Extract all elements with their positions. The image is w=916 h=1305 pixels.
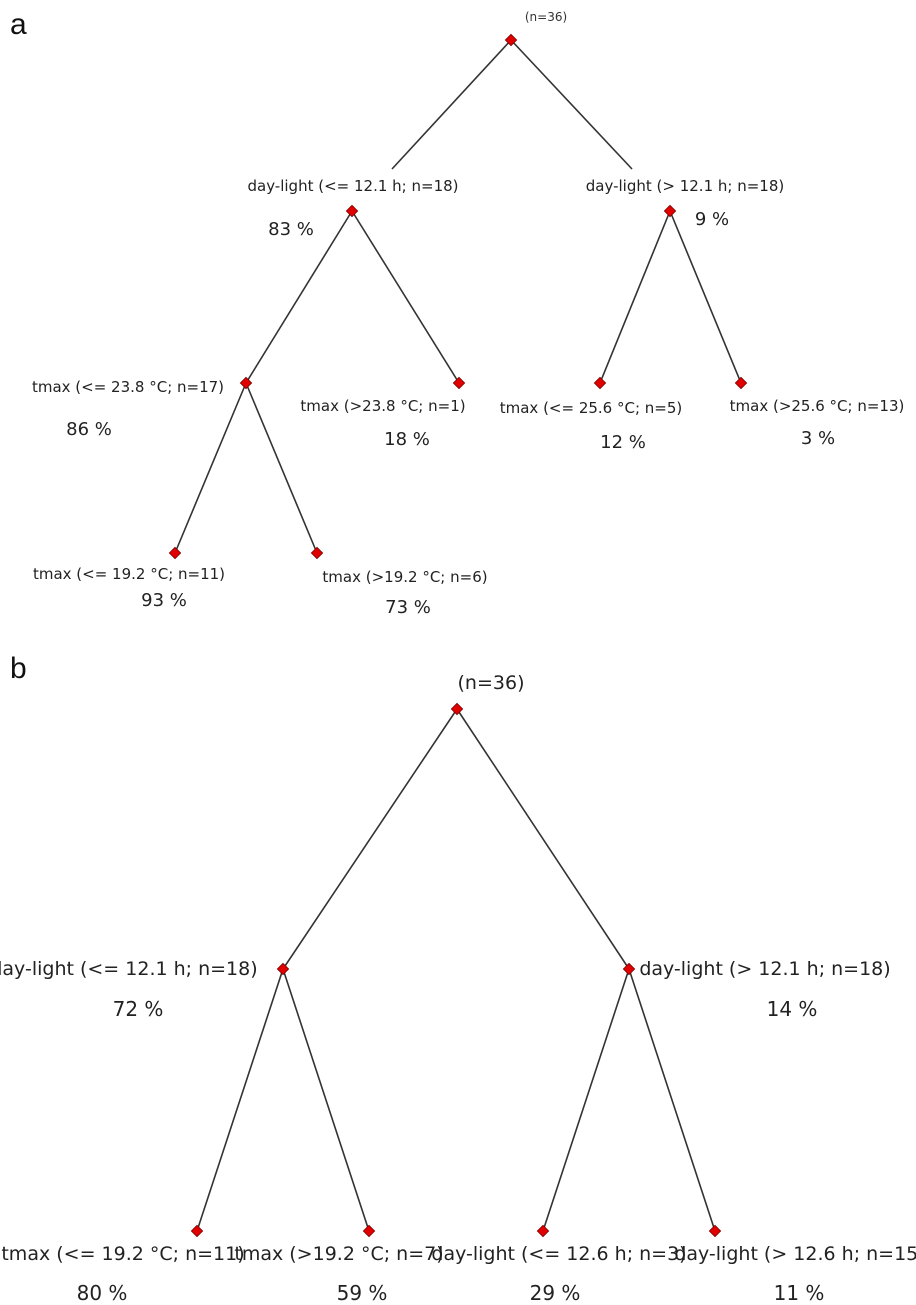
tree-node xyxy=(276,962,290,976)
node-percent: 59 % xyxy=(336,1281,388,1305)
edge xyxy=(599,210,671,384)
node-percent: 11 % xyxy=(773,1281,825,1305)
panel-label-b: b xyxy=(10,652,27,685)
tree-node xyxy=(450,702,464,716)
node-percent: 93 % xyxy=(141,590,187,611)
edge xyxy=(456,708,630,970)
node-percent: 29 % xyxy=(529,1281,581,1305)
node-label: tmax (<= 19.2 °C; n=11) xyxy=(32,565,226,583)
node-label: tmax (<= 19.2 °C; n=11) xyxy=(1,1243,245,1265)
tree-node xyxy=(622,962,636,976)
node-label: day-light (<= 12.6 h; n=3) xyxy=(431,1243,687,1265)
node-percent: 18 % xyxy=(384,429,430,450)
tree-node xyxy=(504,33,518,47)
node-label: tmax (<= 25.6 °C; n=5) xyxy=(499,399,683,417)
node-percent: 83 % xyxy=(268,219,314,240)
tree-node xyxy=(663,204,677,218)
edge xyxy=(196,968,284,1232)
tree-node xyxy=(708,1224,722,1238)
edge xyxy=(628,968,716,1232)
node-label: day-light (> 12.1 h; n=18) xyxy=(639,958,891,980)
tree-node xyxy=(310,546,324,560)
edge xyxy=(542,968,630,1232)
node-label: tmax (>19.2 °C; n=7) xyxy=(234,1243,444,1265)
node-percent: 80 % xyxy=(76,1281,128,1305)
node-percent: 3 % xyxy=(800,428,836,449)
edge xyxy=(174,382,247,554)
node-label: day-light (> 12.6 h; n=15) xyxy=(674,1243,916,1265)
node-percent: 86 % xyxy=(66,419,112,440)
node-label: day-light (<= 12.1 h; n=18) xyxy=(247,177,459,195)
panel-a-edges xyxy=(174,39,742,554)
node-percent: 12 % xyxy=(600,432,646,453)
edge xyxy=(282,708,458,970)
edge xyxy=(245,382,318,554)
node-percent: 72 % xyxy=(112,997,164,1021)
root-label: (n=36) xyxy=(457,672,525,694)
tree-node xyxy=(190,1224,204,1238)
panel-b-edges xyxy=(196,708,716,1232)
tree-node xyxy=(536,1224,550,1238)
edge xyxy=(510,39,633,170)
tree-node xyxy=(734,376,748,390)
node-label: tmax (>19.2 °C; n=6) xyxy=(322,568,488,586)
node-percent: 73 % xyxy=(385,597,431,618)
edge xyxy=(245,210,353,384)
node-label: day-light (<= 12.1 h; n=18) xyxy=(0,958,258,980)
edge xyxy=(351,210,460,384)
tree-node xyxy=(345,204,359,218)
node-label: tmax (>23.8 °C; n=1) xyxy=(300,397,466,415)
edge xyxy=(391,39,512,170)
panel-label-a: a xyxy=(10,8,27,41)
node-label: day-light (> 12.1 h; n=18) xyxy=(585,177,785,195)
tree-node xyxy=(168,546,182,560)
tree-node xyxy=(239,376,253,390)
node-percent: 9 % xyxy=(694,209,730,230)
root-label: (n=36) xyxy=(524,10,568,24)
nodes xyxy=(168,33,748,1238)
node-label: tmax (>25.6 °C; n=13) xyxy=(729,397,905,415)
node-percent: 14 % xyxy=(766,997,818,1021)
tree-node xyxy=(452,376,466,390)
edge xyxy=(282,968,370,1232)
node-label: tmax (<= 23.8 °C; n=17) xyxy=(31,378,225,396)
tree-node xyxy=(362,1224,376,1238)
tree-node xyxy=(593,376,607,390)
edge xyxy=(669,210,742,384)
